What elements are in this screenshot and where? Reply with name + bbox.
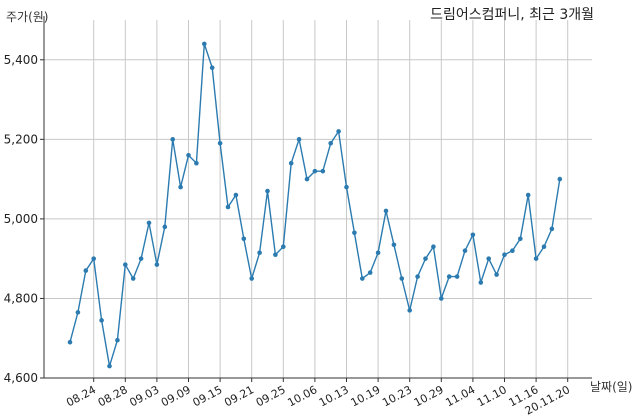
data-point [107,363,112,369]
data-point [360,276,365,281]
chart-title: 드림어스컴퍼니, 최근 3개월 [430,7,594,23]
x-tick-label: 11.04 [443,383,477,409]
data-point [130,276,136,281]
y-ticks: 4,600 4,800 5,000 5,200 5,400 [4,53,44,385]
data-point [91,256,96,261]
data-point [391,242,397,248]
data-point [383,208,389,214]
data-point [257,250,262,255]
data-point [146,220,152,226]
data-point [478,280,484,285]
x-tick-label: 10.06 [285,383,319,409]
data-point [525,192,531,198]
data-point [470,232,476,238]
data-point [83,268,89,273]
data-point [541,244,547,250]
data-point [336,129,341,134]
y-tick-label: 5,000 [4,212,38,226]
data-point [233,192,239,198]
x-tick-label: 09.03 [127,383,161,409]
data-point [273,252,278,257]
data-point [99,318,104,323]
data-point [557,176,563,182]
data-point [67,339,73,345]
data-point [344,184,349,190]
x-tick-label: 08.24 [64,383,98,409]
data-point [296,137,302,142]
y-axis-label: 주가(원) [6,10,49,24]
x-tick-label: 09.21 [222,383,256,409]
data-point [304,176,310,182]
data-point [407,308,413,313]
data-point [320,168,326,174]
data-point [423,256,428,261]
data-point [518,236,523,242]
data-point [328,141,334,146]
data-point [549,226,555,232]
data-point [415,274,420,279]
grid [44,20,592,379]
x-tick-label: 09.09 [159,383,193,409]
data-point [225,204,231,210]
data-point [439,296,444,301]
data-point [249,276,254,281]
data-point [178,184,183,190]
x-tick-label: 10.23 [380,383,414,409]
y-tick-label: 5,400 [4,53,38,67]
data-point [533,256,539,261]
x-tick-label: 11.10 [475,383,509,409]
data-point [446,274,452,279]
data-point [288,160,294,166]
x-tick-label: 08.28 [96,383,130,409]
data-point [494,272,499,277]
data-point [123,262,128,267]
data-point [454,274,460,279]
data-point [265,188,270,194]
data-point [367,270,373,275]
data-point [162,224,168,230]
y-tick-label: 5,200 [4,132,38,146]
x-tick-label: 10.19 [349,383,383,409]
data-point [399,276,405,281]
data-point [502,252,507,257]
x-tick-label: 10.29 [412,383,446,409]
data-point [217,141,223,146]
x-ticks: 08.2408.2809.0309.0909.1509.2109.2510.06… [64,378,572,418]
data-point [462,248,468,254]
y-tick-label: 4,800 [4,291,38,305]
data-point [312,168,318,174]
data-point [154,262,160,267]
data-point [138,256,144,261]
data-point [241,236,247,242]
data-point [510,248,515,254]
data-point [75,310,81,315]
x-tick-label: 09.25 [254,383,288,409]
data-point [486,256,492,261]
data-point [170,137,175,142]
data-point [431,244,436,250]
data-point [115,337,120,343]
data-point [186,152,191,158]
x-tick-label: 09.15 [191,383,225,409]
x-axis-label: 날짜(일) [590,380,633,394]
data-point [352,230,357,236]
data-point [375,250,381,255]
data-point [194,160,199,166]
data-point [209,65,215,71]
y-tick-label: 4,600 [4,371,38,385]
data-point [281,244,286,250]
series-points [67,41,563,369]
x-tick-label: 10.13 [317,383,351,409]
data-point [202,41,207,47]
axes [43,16,592,379]
